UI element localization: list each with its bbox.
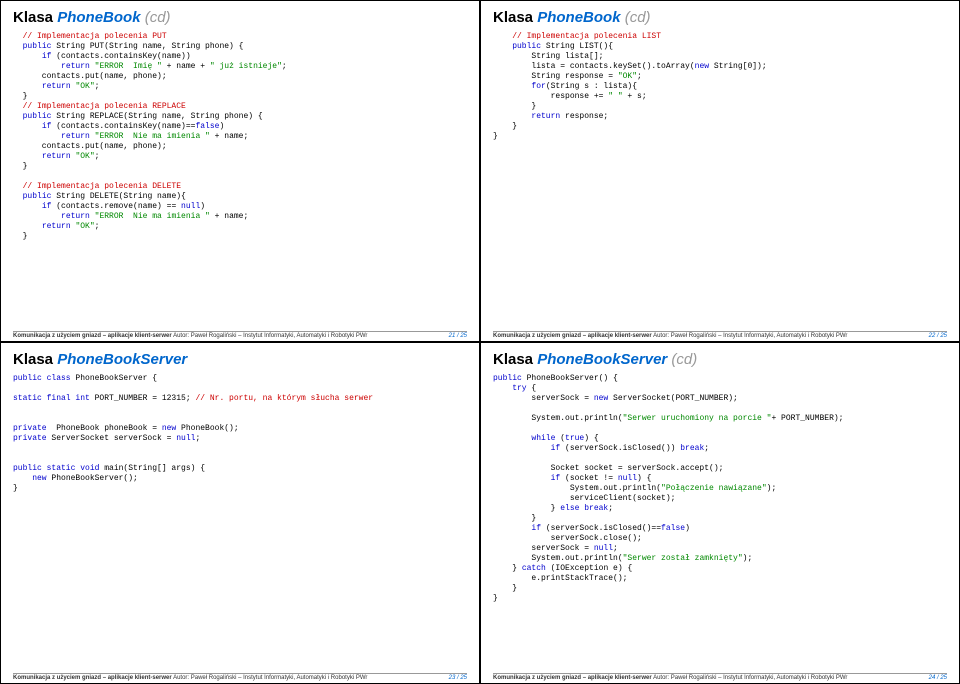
slide-footer: Komunikacja z użyciem gniazd – aplikacje… [13, 673, 467, 681]
slide-footer: Komunikacja z użyciem gniazd – aplikacje… [13, 331, 467, 339]
slide-title: Klasa PhoneBook (cd) [13, 9, 467, 26]
slide-footer: Komunikacja z użyciem gniazd – aplikacje… [493, 673, 947, 681]
slide-21: Klasa PhoneBook (cd) // Implementacja po… [0, 0, 480, 342]
code-block: // Implementacja polecenia PUT public St… [13, 32, 467, 242]
slide-title: Klasa PhoneBookServer (cd) [493, 351, 947, 368]
slide-22: Klasa PhoneBook (cd) // Implementacja po… [480, 0, 960, 342]
slide-footer: Komunikacja z użyciem gniazd – aplikacje… [493, 331, 947, 339]
code-block: public PhoneBookServer() { try { serverS… [493, 374, 947, 604]
code-block: public class PhoneBookServer { static fi… [13, 374, 467, 494]
slide-24: Klasa PhoneBookServer (cd) public PhoneB… [480, 342, 960, 684]
slide-title: Klasa PhoneBookServer [13, 351, 467, 368]
code-block: // Implementacja polecenia LIST public S… [493, 32, 947, 142]
slide-23: Klasa PhoneBookServer public class Phone… [0, 342, 480, 684]
slide-title: Klasa PhoneBook (cd) [493, 9, 947, 26]
